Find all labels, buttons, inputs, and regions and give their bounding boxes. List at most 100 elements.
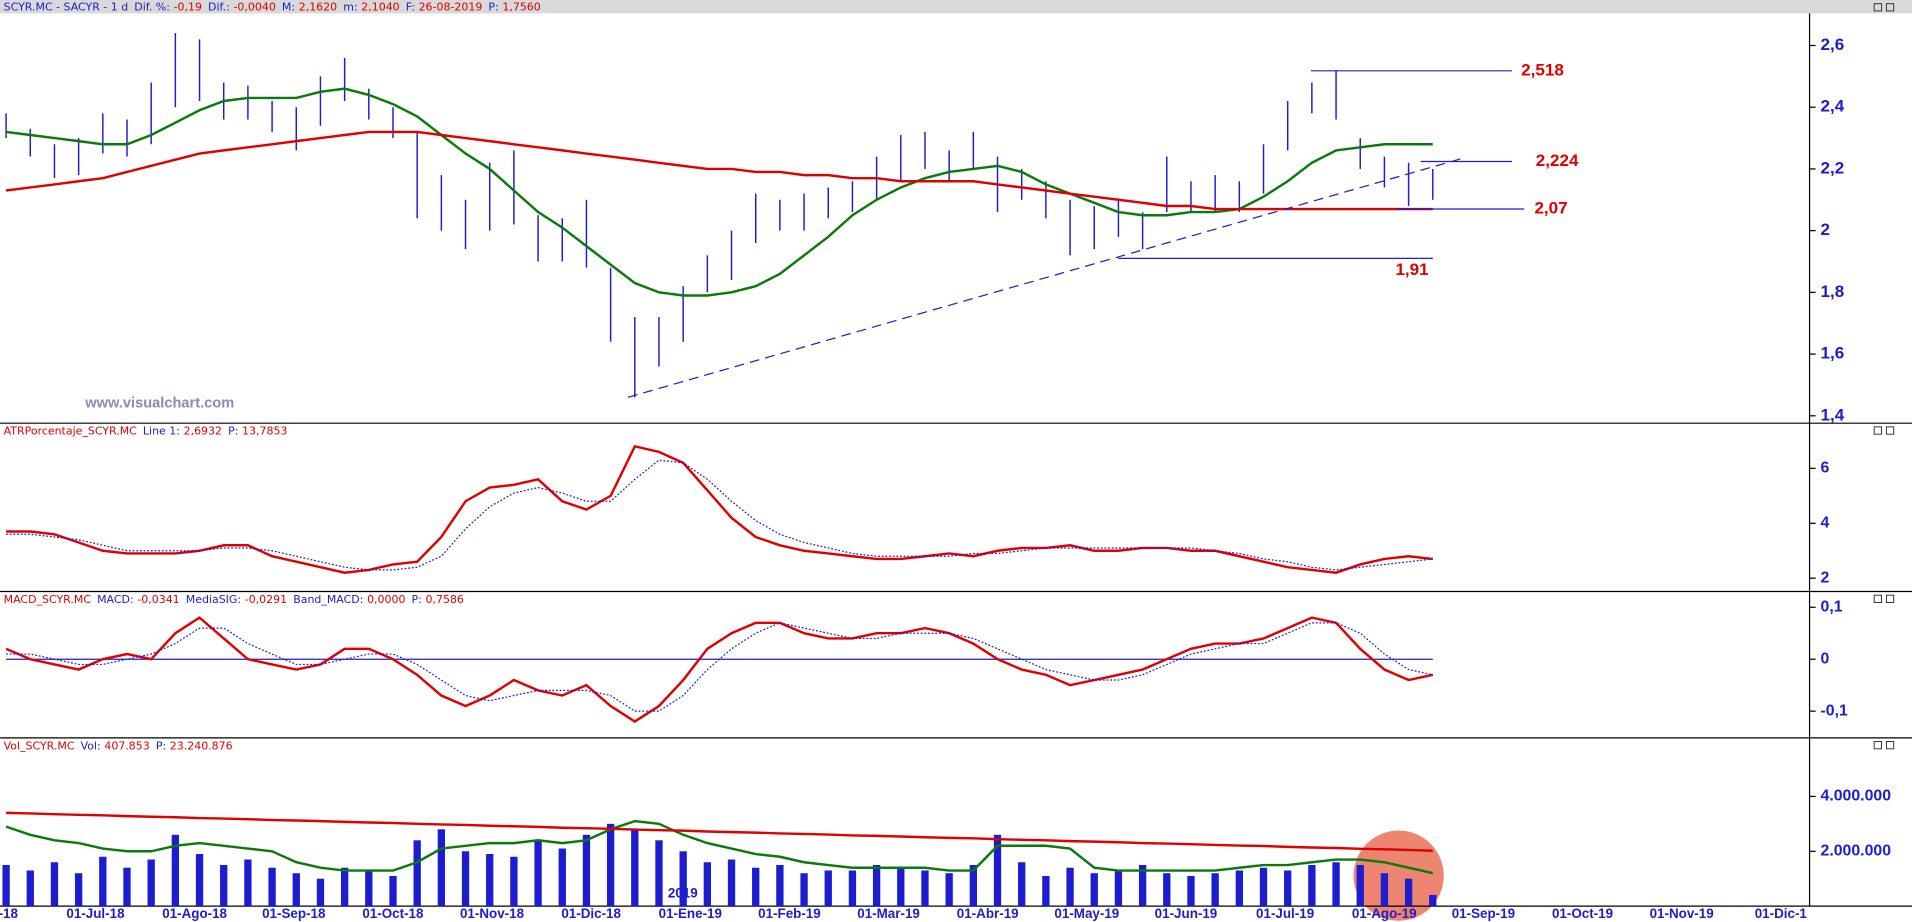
y-tick-label: -0,1: [1821, 702, 1848, 719]
line-series: [6, 459, 1433, 571]
x-tick-label: 01-Sep-19: [1452, 906, 1515, 921]
volume-bar: [413, 840, 421, 907]
x-tick-label: 01-Jul-19: [1256, 906, 1314, 921]
line-series: [6, 444, 1433, 574]
line-series: [5, 616, 1434, 723]
volume-bar: [1380, 873, 1389, 907]
header-value: -0,0291: [245, 593, 287, 606]
y-tick-label: 6: [1821, 460, 1830, 477]
volume-bar: [1284, 870, 1292, 907]
volume-bar: [1163, 873, 1171, 907]
volume-bar: [389, 875, 397, 907]
volume-bar: [703, 862, 712, 907]
x-tick-label: 01-Dic-18: [561, 906, 621, 921]
volume-bar: [437, 829, 446, 907]
window-icons: [1873, 3, 1895, 750]
x-tick-label: 01-Nov-18: [460, 906, 525, 921]
x-tick-label: 01-Feb-19: [758, 906, 821, 921]
y-tick-label: 2: [1821, 220, 1830, 239]
header-bar: [0, 0, 1912, 14]
header-label: P:: [228, 425, 238, 438]
volume-bar: [558, 848, 566, 907]
y-tick-label: 1,6: [1821, 344, 1845, 363]
line-series: [6, 622, 1433, 712]
x-tick-label: 01-May-19: [1054, 906, 1119, 921]
panel-header: MACD_SCYR.MC MACD: -0,0341 MediaSIG: -0,0291…: [4, 593, 464, 606]
header-value: 0,0000: [367, 593, 405, 606]
volume-bar: [1259, 867, 1268, 907]
panel-title: ATRPorcentaje_SCYR.MC: [4, 425, 138, 438]
panel-header: Vol_SCYR.MC Vol: 407.853 P: 23.240.876: [4, 739, 233, 752]
volume-bar: [1332, 862, 1340, 907]
volume-bar: [1429, 894, 1437, 907]
y-tick-label: 2,6: [1821, 35, 1845, 54]
volume-bar: [1138, 864, 1147, 907]
header-value: -0,0040: [233, 0, 275, 13]
volume-bar: [1042, 875, 1050, 907]
panel-title: SCYR.MC - SACYR - 1 d: [4, 0, 129, 13]
level-label: 2,07: [1534, 199, 1567, 218]
panel-title: Vol_SCYR.MC: [4, 739, 75, 752]
volume-bar: [1308, 864, 1316, 907]
y-tick-label: 4: [1821, 514, 1830, 531]
header-label: Line 1:: [143, 425, 180, 438]
volume-bar: [1235, 870, 1243, 907]
volume-bar: [776, 864, 784, 907]
y-tick-label: 2,4: [1821, 97, 1845, 116]
x-tick-label: 01-Mar-19: [857, 906, 920, 921]
volume-bar: [268, 867, 276, 907]
line-series: [5, 130, 1433, 211]
header-value: 23.240.876: [170, 739, 233, 752]
volume-bar: [2, 864, 10, 907]
level-label: 2,518: [1521, 60, 1564, 79]
y-tick-label: 4.000.000: [1821, 788, 1892, 805]
y-tick-label: 2: [1821, 569, 1830, 586]
volume-bar: [99, 856, 107, 907]
volume-bar: [486, 854, 494, 907]
line-series: [5, 87, 1433, 297]
header-value: 13,7853: [242, 425, 287, 438]
y-tick-label: 1,8: [1821, 282, 1845, 301]
header-label: m:: [343, 0, 357, 13]
volume-bar: [655, 840, 663, 907]
x-tick-label: 01-Ago-18: [162, 906, 227, 921]
volume-bar: [800, 873, 808, 907]
volume-bar: [292, 873, 300, 907]
y-tick-label: 1,4: [1821, 405, 1845, 424]
volume-bar: [1187, 875, 1195, 907]
trendline: [627, 157, 1464, 398]
watermark: www.visualchart.com: [84, 395, 234, 411]
volume-bar: [897, 867, 905, 907]
volume-bar: [1090, 873, 1098, 907]
header-label: Band_MACD:: [293, 593, 363, 606]
volume-bar: [1211, 873, 1219, 907]
volume-bar: [606, 823, 615, 907]
header-label: M:: [282, 0, 295, 13]
header-label: MediaSIG:: [186, 593, 241, 606]
x-tick-label: 01-Oct-19: [1552, 906, 1613, 921]
volume-bar: [679, 851, 687, 907]
header-value: 1,7560: [502, 0, 540, 13]
header-label: F:: [406, 0, 415, 13]
header-value: -0,0341: [137, 593, 179, 606]
volume-bar: [1404, 878, 1413, 907]
volume-bar: [195, 854, 204, 907]
volume-bar: [921, 870, 929, 907]
volume-bar: [534, 840, 542, 907]
volume-bar: [1356, 864, 1364, 907]
volume-bar: [752, 867, 760, 907]
header-label: Dif. %:: [134, 0, 170, 13]
header-value: 26-08-2019: [419, 0, 483, 13]
x-tick-label: 01-Oct-18: [362, 906, 424, 921]
volume-bar: [123, 867, 131, 907]
volume-bar: [945, 873, 953, 907]
level-label: 1,91: [1395, 260, 1429, 279]
line-series: [5, 819, 1434, 875]
volume-bar: [872, 864, 881, 907]
volume-bar: [631, 829, 639, 907]
volume-bar: [848, 870, 857, 907]
header-label: P:: [488, 0, 498, 13]
volume-bar: [1066, 867, 1074, 907]
x-tick-label: 01-Dic-1: [1755, 906, 1808, 921]
x-tick-label: 01-Jun-19: [1155, 906, 1218, 921]
